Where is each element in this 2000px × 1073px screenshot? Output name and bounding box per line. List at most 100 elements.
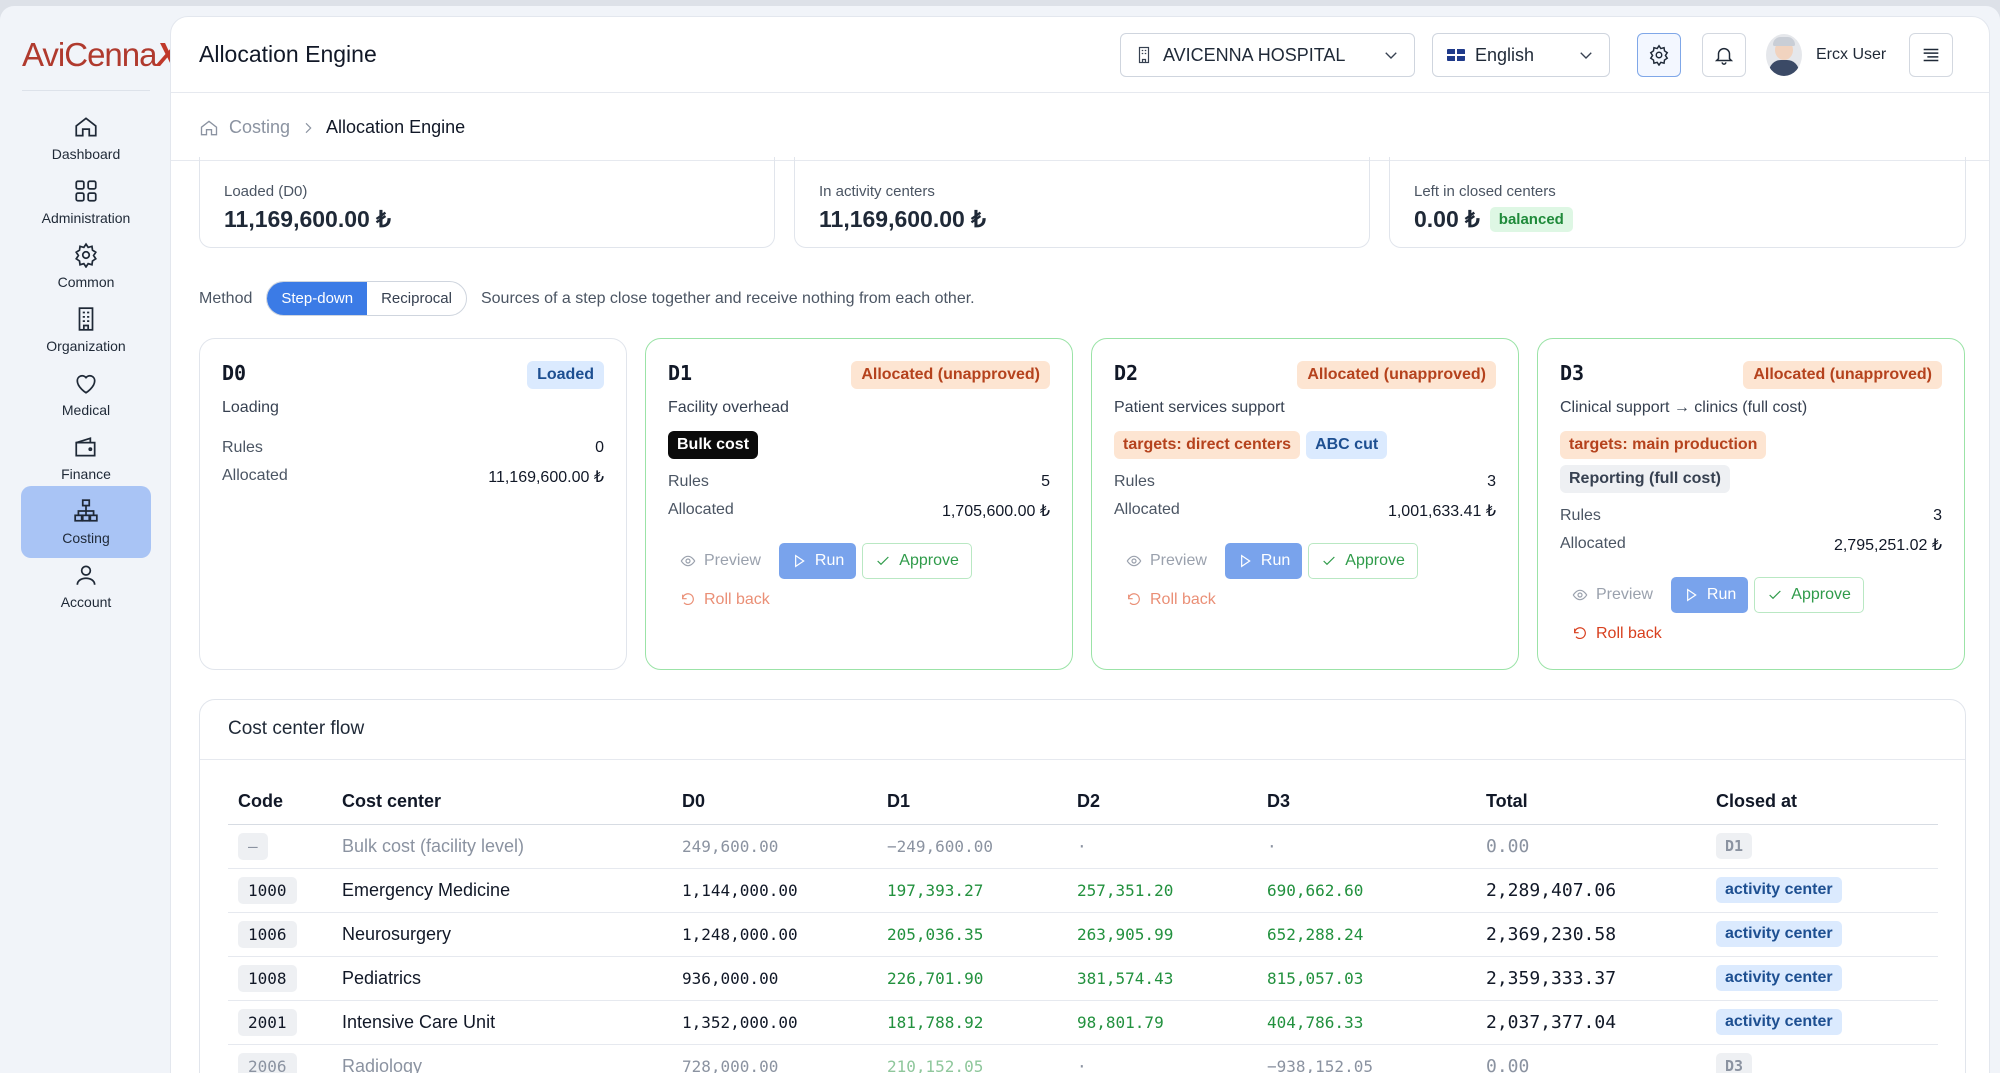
tag-reporting: Reporting (full cost) bbox=[1560, 465, 1730, 493]
tag-list: targets: main production Reporting (full… bbox=[1560, 431, 1942, 493]
avatar bbox=[1766, 34, 1802, 76]
row-d1: 210,152.05 bbox=[887, 1044, 1077, 1073]
stat-closed-centers: Left in closed centers 0.00 ₺ balanced bbox=[1389, 157, 1966, 248]
top-bar: Allocation Engine AVICENNA HOSPITAL Engl… bbox=[171, 17, 1989, 93]
rules-label: Rules bbox=[1560, 507, 1601, 524]
main-panel: Allocation Engine AVICENNA HOSPITAL Engl… bbox=[170, 16, 1990, 1073]
approve-label: Approve bbox=[1345, 552, 1405, 569]
step-name: Clinical support → clinics (full cost) bbox=[1560, 399, 1808, 416]
panel-title: Cost center flow bbox=[200, 700, 1965, 760]
flag-uk-icon bbox=[1447, 49, 1465, 61]
rollback-button[interactable]: Roll back bbox=[680, 591, 1050, 609]
building-icon bbox=[1138, 46, 1150, 64]
closed-at-badge: D1 bbox=[1716, 833, 1753, 859]
stat-value: 11,169,600.00 ₺ bbox=[224, 206, 750, 233]
table-row[interactable]: 1006 Neurosurgery 1,248,000.00 205,036.3… bbox=[228, 912, 1938, 957]
breadcrumb-costing[interactable]: Costing bbox=[229, 117, 291, 137]
rollback-label: Roll back bbox=[1150, 591, 1216, 608]
sidebar-item-dashboard[interactable]: Dashboard bbox=[21, 102, 151, 174]
rules-value: 3 bbox=[1933, 507, 1942, 524]
stat-label: In activity centers bbox=[819, 183, 935, 200]
row-d2: 381,574.43 bbox=[1077, 956, 1267, 1001]
sidebar-item-account[interactable]: Account bbox=[21, 550, 151, 622]
rules-value: 3 bbox=[1487, 473, 1496, 490]
sidebar-item-label: Account bbox=[60, 594, 112, 610]
tag-targets: targets: direct centers bbox=[1114, 431, 1301, 459]
row-total: 0.00 bbox=[1486, 1044, 1716, 1073]
home-icon[interactable] bbox=[199, 118, 219, 138]
table-row[interactable]: 2006 Radiology 728,000.00 210,152.05 · −… bbox=[228, 1044, 1938, 1073]
allocated-value: 11,169,600.00 ₺ bbox=[488, 469, 604, 486]
hospital-select[interactable]: AVICENNA HOSPITAL bbox=[1120, 33, 1415, 77]
rollback-button[interactable]: Roll back bbox=[1126, 591, 1496, 609]
rollback-button[interactable]: Roll back bbox=[1572, 625, 1942, 643]
table-row[interactable]: 1008 Pediatrics 936,000.00 226,701.90 38… bbox=[228, 956, 1938, 1001]
allocated-row: Allocated 2,795,251.02 ₺ bbox=[1560, 535, 1942, 555]
sidebar-item-finance[interactable]: Finance bbox=[21, 422, 151, 494]
step-name: Facility overhead bbox=[668, 399, 789, 416]
row-d2: 257,351.20 bbox=[1077, 868, 1267, 913]
notifications-button[interactable] bbox=[1702, 33, 1746, 77]
closed-at-badge: activity center bbox=[1716, 965, 1842, 991]
allocated-row: Allocated 1,705,600.00 ₺ bbox=[668, 501, 1050, 521]
row-d3: −938,152.05 bbox=[1267, 1044, 1486, 1073]
sidebar-item-common[interactable]: Common bbox=[21, 230, 151, 302]
status-badge: Allocated (unapproved) bbox=[851, 361, 1050, 389]
row-total: 2,289,407.06 bbox=[1486, 868, 1716, 913]
menu-button[interactable] bbox=[1909, 33, 1953, 77]
cost-center-flow-panel: Cost center flow Code Cost center D0 D1 … bbox=[199, 699, 1966, 1073]
column-header-cost-center: Cost center bbox=[342, 780, 682, 825]
row-d3: 652,288.24 bbox=[1267, 912, 1486, 957]
sidebar-item-label: Medical bbox=[61, 402, 111, 418]
run-button[interactable]: Run bbox=[1670, 577, 1749, 613]
bell-icon bbox=[1714, 47, 1734, 65]
step-code: D1 bbox=[668, 361, 693, 385]
rollback-label: Roll back bbox=[704, 591, 770, 608]
table-row[interactable]: 1000 Emergency Medicine 1,144,000.00 197… bbox=[228, 868, 1938, 913]
divider bbox=[22, 90, 150, 91]
user-menu[interactable]: Ercx User bbox=[1766, 33, 1886, 77]
method-toggle: Step-down Reciprocal bbox=[266, 281, 467, 316]
undo-icon bbox=[1574, 627, 1586, 639]
app-logo[interactable]: AviCennaX bbox=[22, 36, 179, 73]
undo-icon bbox=[1128, 593, 1140, 605]
closed-at-badge: activity center bbox=[1716, 877, 1842, 903]
approve-button[interactable]: Approve bbox=[1308, 543, 1418, 579]
sidebar-item-costing[interactable]: Costing bbox=[21, 486, 151, 558]
rules-row: Rules 3 bbox=[1114, 473, 1496, 491]
settings-button[interactable] bbox=[1637, 33, 1681, 77]
preview-button[interactable]: Preview bbox=[1560, 577, 1665, 613]
row-d1: 226,701.90 bbox=[887, 956, 1077, 1001]
eye-icon bbox=[1572, 589, 1588, 601]
step-card-d2: D2 Allocated (unapproved) Patient servic… bbox=[1091, 338, 1519, 670]
row-code: 1008 bbox=[238, 964, 297, 992]
allocated-label: Allocated bbox=[222, 467, 288, 484]
row-d2: · bbox=[1077, 1044, 1267, 1073]
table-row[interactable]: – Bulk cost (facility level) 249,600.00 … bbox=[228, 824, 1938, 869]
sidebar-item-medical[interactable]: Medical bbox=[21, 358, 151, 430]
preview-button[interactable]: Preview bbox=[1114, 543, 1219, 579]
run-button[interactable]: Run bbox=[1224, 543, 1303, 579]
language-select[interactable]: English bbox=[1432, 33, 1610, 77]
approve-button[interactable]: Approve bbox=[1754, 577, 1864, 613]
preview-button[interactable]: Preview bbox=[668, 543, 773, 579]
method-option-reciprocal[interactable]: Reciprocal bbox=[381, 290, 452, 307]
step-card-d1: D1 Allocated (unapproved) Facility overh… bbox=[645, 338, 1073, 670]
sidebar-item-organization[interactable]: Organization bbox=[21, 294, 151, 366]
check-icon bbox=[877, 556, 890, 566]
stat-value-text: 0.00 ₺ bbox=[1414, 206, 1480, 232]
table-row[interactable]: 2001 Intensive Care Unit 1,352,000.00 18… bbox=[228, 1000, 1938, 1045]
row-d0: 728,000.00 bbox=[682, 1044, 887, 1073]
row-code: 2001 bbox=[238, 1008, 297, 1036]
run-button[interactable]: Run bbox=[778, 543, 857, 579]
allocated-row: Allocated 11,169,600.00 ₺ bbox=[222, 467, 604, 487]
stat-label: Loaded (D0) bbox=[224, 183, 308, 200]
cost-center-flow-table: Code Cost center D0 D1 D2 D3 Total Close… bbox=[228, 780, 1938, 1073]
method-option-step-down[interactable]: Step-down bbox=[267, 282, 368, 315]
rules-value: 5 bbox=[1041, 473, 1050, 490]
approve-label: Approve bbox=[1791, 586, 1851, 603]
sidebar-item-administration[interactable]: Administration bbox=[21, 166, 151, 238]
tag-targets: targets: main production bbox=[1560, 431, 1767, 459]
step-name: Loading bbox=[222, 399, 279, 416]
approve-button[interactable]: Approve bbox=[862, 543, 972, 579]
